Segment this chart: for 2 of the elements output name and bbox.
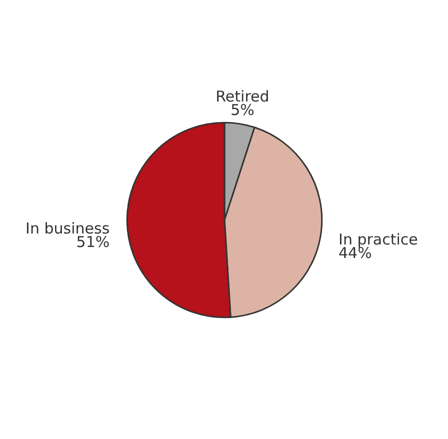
data-label: 5% xyxy=(230,101,254,120)
data-label: 51% xyxy=(76,233,110,252)
